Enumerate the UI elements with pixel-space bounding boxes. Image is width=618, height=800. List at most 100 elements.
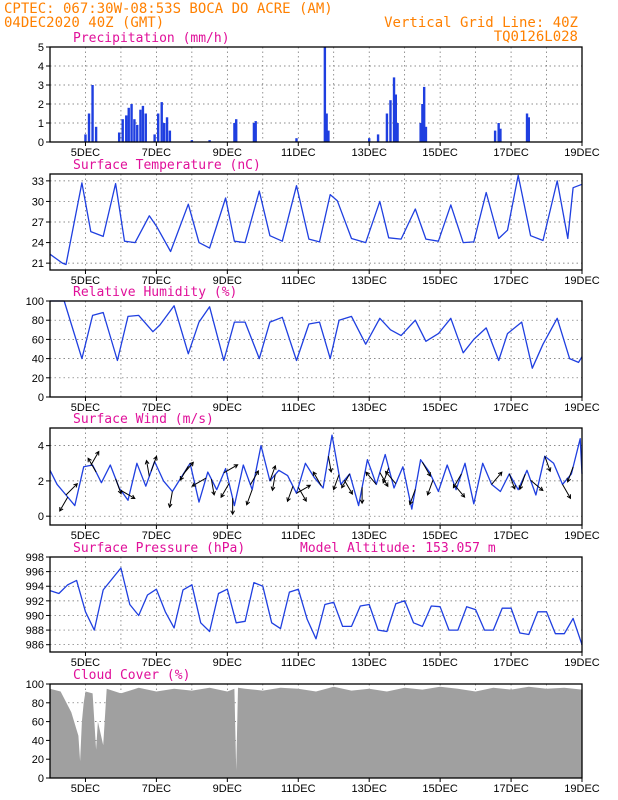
wind-arrow bbox=[249, 470, 259, 486]
series-line bbox=[50, 300, 583, 369]
x-tick-label: 13DEC bbox=[351, 147, 387, 159]
precip-bar bbox=[87, 113, 91, 142]
x-tick-label: 11DEC bbox=[281, 530, 316, 542]
wind-arrow bbox=[327, 456, 333, 474]
x-tick-label: 19DEC bbox=[564, 783, 600, 795]
precip-bar bbox=[385, 113, 389, 142]
y-tick-label: 0 bbox=[38, 511, 44, 523]
panel-frame bbox=[49, 683, 583, 779]
wind-arrow bbox=[491, 471, 503, 485]
precip-bar bbox=[392, 77, 396, 142]
y-tick-label: 0 bbox=[38, 773, 44, 785]
panel-6: Cloud Cover (%) 0 20 40 60 80 100 5DEC 7DEC 9DEC 1… bbox=[26, 668, 600, 795]
panel-title: Cloud Cover (%) bbox=[73, 668, 190, 683]
wind-arrow bbox=[144, 459, 150, 477]
x-tick-label: 7DEC bbox=[142, 402, 171, 414]
precip-bar bbox=[163, 123, 166, 142]
precip-bar bbox=[493, 130, 497, 142]
x-tick-label: 9DEC bbox=[213, 783, 242, 795]
wind-arrow bbox=[359, 487, 365, 505]
wind-arrow bbox=[566, 466, 574, 483]
x-tick-label: 7DEC bbox=[142, 783, 171, 795]
precip-bar bbox=[497, 123, 500, 142]
precip-bar bbox=[525, 113, 529, 142]
precip-bar bbox=[422, 86, 426, 142]
wind-arrow bbox=[530, 479, 544, 492]
precip-bar bbox=[394, 94, 397, 142]
precip-bar bbox=[133, 119, 136, 142]
precip-bar bbox=[165, 117, 169, 142]
x-tick-label: 11DEC bbox=[281, 783, 316, 795]
y-tick-label: 2 bbox=[38, 99, 44, 111]
precip-bar bbox=[499, 128, 502, 142]
y-tick-label: 100 bbox=[26, 296, 44, 308]
x-tick-label: 7DEC bbox=[142, 147, 171, 159]
y-tick-label: 2 bbox=[38, 476, 44, 488]
precip-bar bbox=[295, 138, 298, 142]
precip-bar bbox=[139, 109, 142, 142]
y-tick-label: 1 bbox=[38, 118, 44, 130]
wind-arrow bbox=[453, 484, 466, 498]
panel-title: Surface Temperature (nC) bbox=[73, 158, 261, 173]
precip-bar bbox=[527, 117, 530, 142]
y-tick-label: 40 bbox=[32, 354, 44, 366]
precip-bar bbox=[368, 138, 371, 142]
y-tick-label: 80 bbox=[32, 315, 44, 327]
panel-5: Surface Pressure (hPa) Model Altitude: 15… bbox=[26, 541, 600, 669]
precip-bar bbox=[91, 85, 94, 142]
wind-arrow bbox=[379, 472, 389, 488]
series-line bbox=[49, 434, 583, 510]
wind-arrow bbox=[296, 484, 312, 494]
y-tick-label: 0 bbox=[38, 137, 44, 149]
wind-arrow bbox=[343, 479, 353, 495]
header-station: CPTEC: 067:30W-08:53S BOCA DO ACRE (AM) bbox=[4, 1, 333, 17]
precip-bar bbox=[254, 121, 257, 142]
x-tick-label: 15DEC bbox=[422, 783, 458, 795]
wind-arrow bbox=[365, 471, 377, 485]
y-tick-label: 60 bbox=[32, 717, 44, 729]
wind-arrow bbox=[65, 482, 79, 496]
x-tick-label: 17DEC bbox=[493, 783, 529, 795]
precip-bar bbox=[396, 123, 399, 142]
precip-bar bbox=[327, 130, 330, 142]
header-grid-line: Vertical Grid Line: 40Z bbox=[384, 15, 578, 31]
wind-arrow bbox=[452, 473, 462, 489]
header-model: TQ0126L028 bbox=[494, 29, 578, 45]
panel-frame bbox=[49, 427, 583, 526]
y-tick-label: 100 bbox=[26, 679, 44, 691]
x-tick-label: 9DEC bbox=[213, 657, 242, 669]
panel-title: Precipitation (mm/h) bbox=[73, 31, 230, 46]
x-tick-label: 11DEC bbox=[281, 275, 316, 287]
wind-arrow bbox=[426, 479, 434, 496]
x-tick-label: 9DEC bbox=[213, 275, 242, 287]
panel-annotation: Model Altitude: 153.057 m bbox=[300, 541, 496, 556]
panel-4: Surface Wind (m/s) 0 2 4 5DEC 7DEC 9DEC 11DEC 13… bbox=[38, 412, 600, 542]
y-tick-label: 30 bbox=[32, 196, 44, 208]
wind-arrow bbox=[191, 477, 207, 487]
wind-arrow bbox=[230, 498, 236, 516]
x-tick-label: 11DEC bbox=[281, 402, 316, 414]
panel-frame bbox=[49, 46, 583, 143]
wind-arrow bbox=[508, 473, 516, 490]
x-tick-label: 5DEC bbox=[71, 402, 100, 414]
panel-frame bbox=[49, 300, 583, 398]
y-tick-label: 994 bbox=[26, 581, 44, 593]
x-tick-label: 19DEC bbox=[564, 275, 600, 287]
wind-arrow bbox=[167, 491, 173, 509]
precip-bar bbox=[153, 134, 156, 142]
y-tick-label: 992 bbox=[26, 596, 44, 608]
y-tick-label: 24 bbox=[32, 238, 44, 250]
panel-1: Precipitation (mm/h) 0 1 2 3 4 5 5DEC 7DEC 9DEC 11… bbox=[38, 31, 600, 159]
wind-arrow bbox=[245, 489, 253, 506]
y-tick-label: 20 bbox=[32, 373, 44, 385]
panel-title: Surface Pressure (hPa) bbox=[73, 541, 245, 556]
wind-arrow bbox=[269, 464, 277, 482]
y-tick-label: 986 bbox=[26, 640, 44, 652]
wind-arrow bbox=[332, 474, 340, 491]
precip-bar bbox=[376, 134, 380, 142]
precip-bar bbox=[233, 123, 236, 142]
series-line bbox=[49, 567, 583, 645]
x-tick-label: 17DEC bbox=[493, 530, 529, 542]
x-tick-label: 17DEC bbox=[493, 657, 529, 669]
